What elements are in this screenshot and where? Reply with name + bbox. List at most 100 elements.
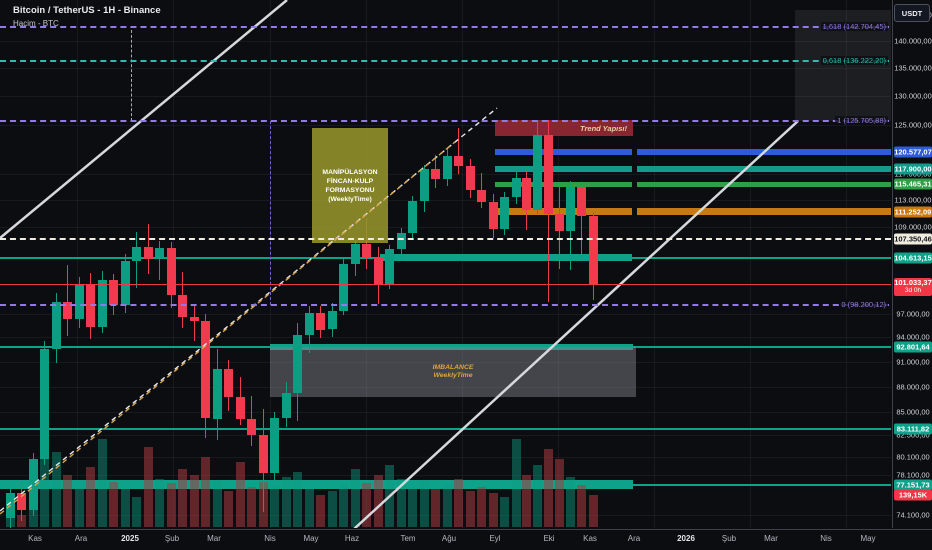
candle-body (543, 134, 553, 215)
chart-canvas[interactable]: Trend Yapısı! IMBALANCE WeeklyTime MANİP… (0, 0, 891, 528)
time-axis[interactable]: Kas Ara 2025 Şub Mar Nis May Haz Tem Ağu Eyl Eki Kas… (0, 529, 932, 550)
price-level-line[interactable] (0, 428, 891, 431)
time-axis-label[interactable]: Nis (820, 534, 832, 543)
gridline-horizontal (0, 314, 891, 315)
candle-body (177, 295, 187, 317)
volume-bar (476, 487, 486, 527)
trend-structure-box[interactable]: Trend Yapısı! (495, 120, 633, 136)
imbalance-label-1: IMBALANCE (432, 363, 474, 371)
volume-bar (16, 515, 26, 527)
candle-body (407, 200, 417, 233)
price-countdown: 3d 0h (904, 286, 922, 294)
gridline-horizontal (0, 386, 891, 388)
time-axis-label[interactable]: Eyl (489, 534, 501, 543)
volume-bar (131, 497, 141, 527)
gridline-horizontal (0, 200, 891, 202)
symbol-title[interactable]: Bitcoin / TetherUS - 1H - Binance (13, 5, 161, 16)
volume-bar (246, 487, 256, 527)
price-level-line[interactable] (495, 181, 632, 187)
currency-toggle-button[interactable]: USDT (894, 4, 930, 22)
price-level-chip: 92.801,64 (894, 341, 932, 353)
current-volume-chip: 139,15K (894, 489, 932, 501)
time-axis-label[interactable]: Mar (764, 534, 778, 543)
time-axis-label[interactable]: Kas (583, 534, 597, 543)
gridline-horizontal (0, 337, 891, 339)
gridline-horizontal (0, 456, 891, 458)
manipulation-line-2: FİNCAN-KULP (326, 177, 374, 185)
price-axis-tick: 85.000,00 (896, 407, 930, 417)
volume-bar (338, 484, 348, 527)
volume-bar (532, 464, 542, 527)
time-axis-label[interactable]: Eki (543, 534, 555, 543)
candle-body (304, 312, 314, 336)
time-axis-label[interactable]: Şub (721, 534, 737, 543)
imbalance-box[interactable]: IMBALANCE WeeklyTime (270, 347, 636, 397)
volume-bar (407, 487, 417, 527)
price-level-line[interactable] (495, 165, 632, 172)
price-level-line[interactable] (637, 181, 891, 187)
volume-bar (281, 477, 291, 527)
time-axis-label[interactable]: 2025 (121, 534, 139, 543)
trendline-rising-dashed-orange[interactable] (0, 141, 456, 515)
candle-body (521, 178, 531, 211)
volume-bar (543, 449, 553, 527)
price-level-line[interactable] (637, 208, 891, 216)
price-axis-tick: 97.000,00 (896, 309, 930, 319)
volume-bar (361, 483, 371, 527)
candle-body (499, 197, 509, 230)
candle-body (396, 232, 406, 250)
manipulation-box[interactable]: MANİPÜLASYON FİNCAN-KULP FORMASYONU (Wee… (312, 128, 388, 243)
fib-vertical-guide-purple (270, 121, 271, 305)
price-level-line[interactable] (0, 483, 891, 486)
volume-bar (28, 507, 38, 527)
fib-level-line[interactable] (0, 25, 889, 28)
time-axis-label[interactable]: Ara (627, 534, 641, 543)
price-level-chip: 117.900,00 (894, 163, 932, 175)
candle-body (28, 459, 38, 510)
time-axis-label[interactable]: Ağu (441, 534, 457, 543)
fib-level-line[interactable] (0, 119, 889, 122)
gridline-horizontal (0, 475, 891, 477)
time-axis-label[interactable]: Haz (344, 534, 360, 543)
time-axis-label[interactable]: Mar (207, 534, 221, 543)
time-axis-label[interactable]: Nis (264, 534, 276, 543)
candle-body (269, 417, 279, 474)
price-level-line[interactable] (495, 148, 632, 155)
candle-body (281, 393, 291, 418)
price-axis[interactable]: 145.000,00140.000,00135.000,00130.000,00… (892, 0, 932, 528)
price-axis-tick: 117.000,00 (894, 169, 932, 179)
time-axis-label[interactable]: Şub (164, 534, 180, 543)
candle-body (200, 320, 210, 419)
volume-bar (200, 457, 210, 527)
gridline-horizontal (0, 514, 891, 516)
volume-indicator-legend[interactable]: Hacim - BTC (13, 19, 59, 28)
price-axis-tick: 130.000,00 (894, 91, 932, 101)
time-axis-label[interactable]: May (303, 534, 319, 543)
time-axis-label[interactable]: Kas (28, 534, 42, 543)
time-axis-label[interactable]: Ara (74, 534, 88, 543)
price-level-line[interactable] (270, 344, 633, 350)
candle-body (361, 244, 371, 258)
trendline-main-support-solid[interactable] (255, 120, 799, 528)
volume-bar (315, 495, 325, 527)
price-level-line[interactable] (380, 254, 632, 262)
volume-bar (235, 461, 245, 527)
candle-body (189, 317, 199, 321)
price-level-line-dashed[interactable] (0, 237, 891, 240)
trendline-rising-dashed-white[interactable] (0, 107, 498, 512)
symbol-legend[interactable]: Bitcoin / TetherUS - 1H - Binance Hacim … (13, 5, 161, 29)
price-level-line[interactable] (637, 165, 891, 172)
candle-body (588, 215, 598, 284)
price-level-line[interactable] (493, 208, 632, 216)
trendline-upper-channel-solid[interactable] (0, 0, 288, 239)
trendlines-layer (0, 0, 799, 528)
time-axis-label[interactable]: Tem (400, 534, 416, 543)
price-axis-tick: 140.000,00 (894, 36, 932, 46)
fib-level-line[interactable] (0, 303, 889, 306)
fib-level-line[interactable] (0, 60, 889, 63)
time-axis-label[interactable]: 2026 (677, 534, 695, 543)
volume-bar (521, 475, 531, 527)
candle-body (488, 201, 498, 230)
candle-body (246, 419, 256, 435)
time-axis-label[interactable]: May (860, 534, 876, 543)
